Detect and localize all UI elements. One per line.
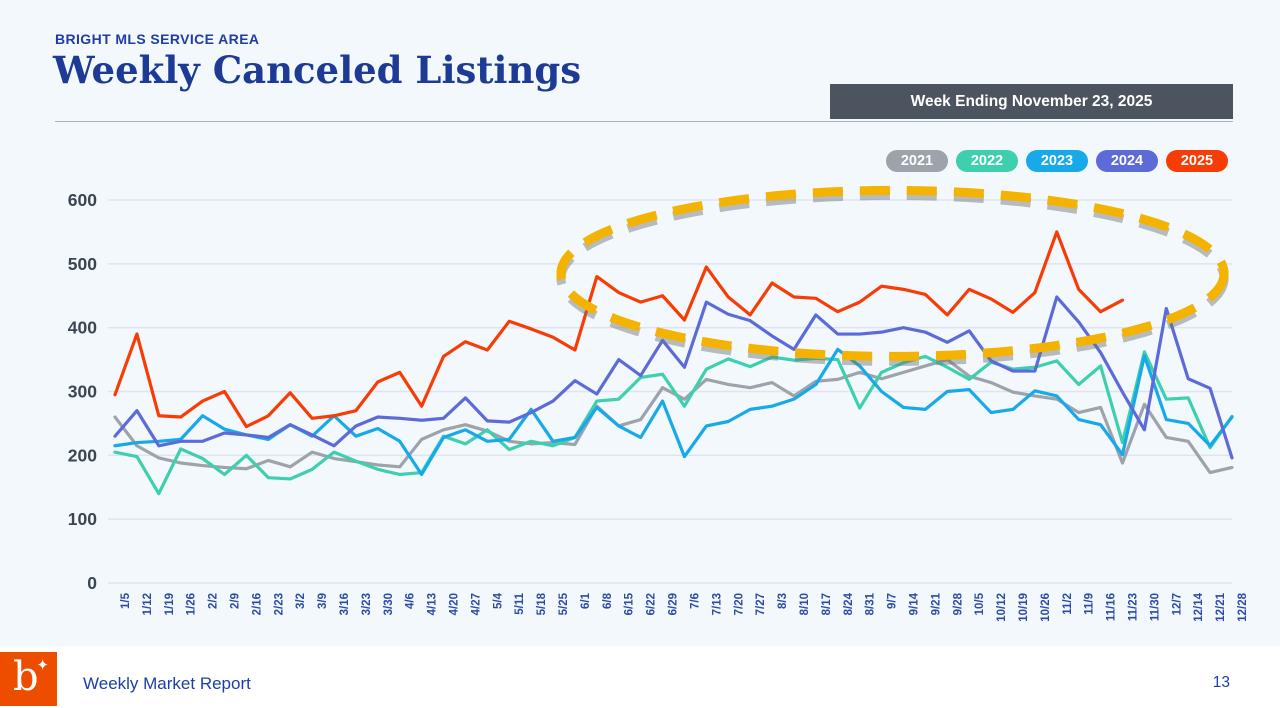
y-tick-label: 100 xyxy=(68,509,97,529)
x-tick-label: 11/23 xyxy=(1127,593,1139,621)
x-tick-label: 5/18 xyxy=(536,592,548,615)
x-tick-label: 11/9 xyxy=(1084,593,1096,615)
x-tick-label: 1/5 xyxy=(120,592,132,609)
x-tick-label: 4/20 xyxy=(449,593,461,615)
x-tick-label: 9/21 xyxy=(930,592,942,615)
x-tick-label: 2/9 xyxy=(230,593,242,609)
x-tick-label: 9/28 xyxy=(952,592,964,615)
x-tick-label: 1/26 xyxy=(186,593,198,615)
x-tick-label: 7/6 xyxy=(689,593,701,609)
x-tick-label: 6/29 xyxy=(668,593,680,615)
sparkle-icon: ✦ xyxy=(36,657,49,674)
y-tick-label: 600 xyxy=(68,190,97,210)
x-tick-label: 1/12 xyxy=(142,593,154,615)
x-tick-label: 7/13 xyxy=(711,593,723,615)
x-tick-label: 3/2 xyxy=(295,593,307,609)
x-tick-label: 6/22 xyxy=(646,593,658,615)
x-tick-label: 11/16 xyxy=(1106,593,1118,621)
series-line-2021 xyxy=(113,357,1234,475)
logo-letter: b xyxy=(13,654,39,700)
x-tick-label: 5/11 xyxy=(514,592,526,614)
x-tick-label: 10/5 xyxy=(974,592,986,615)
x-tick-label: 5/4 xyxy=(492,592,504,609)
x-tick-label: 4/6 xyxy=(405,593,417,609)
x-tick-label: 10/19 xyxy=(1018,593,1030,622)
eyebrow-label: BRIGHT MLS SERVICE AREA xyxy=(55,31,260,47)
legend-pill-2022: 2022 xyxy=(956,150,1018,172)
x-tick-label: 8/24 xyxy=(843,592,855,615)
series-line-2022 xyxy=(113,350,1234,496)
x-tick-label: 3/30 xyxy=(383,593,395,615)
report-name-label: Weekly Market Report xyxy=(83,674,251,693)
y-tick-label: 200 xyxy=(68,445,97,465)
legend-pill-2023: 2023 xyxy=(1026,150,1088,172)
x-tick-label: 6/15 xyxy=(624,592,636,615)
highlight-ellipse xyxy=(556,185,1229,361)
x-tick-label: 9/14 xyxy=(908,592,920,615)
series-line-2024 xyxy=(113,295,1234,460)
x-tick-label: 11/2 xyxy=(1062,593,1074,615)
y-tick-label: 0 xyxy=(87,573,97,593)
legend-pill-2021: 2021 xyxy=(886,150,948,172)
x-tick-label: 3/9 xyxy=(317,593,329,609)
x-tick-label: 4/27 xyxy=(470,593,482,615)
x-tick-label: 5/25 xyxy=(558,592,570,615)
x-tick-label: 10/12 xyxy=(996,593,1008,622)
x-tick-label: 7/27 xyxy=(755,593,767,615)
legend-pill-2024: 2024 xyxy=(1096,150,1158,172)
y-tick-label: 500 xyxy=(68,254,97,274)
x-tick-label: 3/23 xyxy=(361,593,373,615)
x-tick-label: 10/26 xyxy=(1040,593,1052,622)
page-title: Weekly Canceled Listings xyxy=(53,48,582,92)
bright-mls-logo: b ✦ xyxy=(0,652,57,706)
x-tick-label: 12/14 xyxy=(1193,592,1205,621)
x-tick-label: 2/16 xyxy=(251,593,263,615)
y-tick-label: 300 xyxy=(68,382,97,402)
x-tick-label: 12/7 xyxy=(1171,593,1183,615)
x-tick-label: 8/31 xyxy=(865,592,877,615)
legend-pill-2025: 2025 xyxy=(1166,150,1228,172)
x-tick-label: 2/23 xyxy=(273,593,285,615)
footer: b ✦ Weekly Market Report 13 xyxy=(0,646,1280,708)
x-tick-label: 6/1 xyxy=(580,592,592,609)
line-chart: 0 100 200 300 400 500 600 1/5 1/12 1/19 1/26 2/2 2/9… xyxy=(40,180,1280,640)
x-tick-label: 9/7 xyxy=(887,593,899,609)
x-tick-label: 8/17 xyxy=(821,593,833,615)
series-line-2025 xyxy=(113,230,1125,429)
y-tick-label: 400 xyxy=(68,318,97,338)
title-divider xyxy=(55,121,1233,122)
x-tick-label: 4/13 xyxy=(427,593,439,615)
x-tick-label: 3/16 xyxy=(339,593,351,615)
x-tick-label: 1/19 xyxy=(164,593,176,615)
x-tick-label: 7/20 xyxy=(733,593,745,615)
x-tick-label: 2/2 xyxy=(208,593,220,609)
x-tick-label: 12/28 xyxy=(1237,592,1249,621)
x-tick-label: 8/10 xyxy=(799,593,811,615)
chart-canvas: 0 100 200 300 400 500 600 1/5 1/12 1/19 1/26 2/2 2/9… xyxy=(68,185,1249,622)
x-tick-label: 11/30 xyxy=(1149,593,1161,621)
x-tick-label: 12/21 xyxy=(1215,592,1227,621)
x-tick-label: 8/3 xyxy=(777,593,789,609)
page-number: 13 xyxy=(1212,674,1230,691)
chart-legend: 2021 2022 2023 2024 2025 xyxy=(886,150,1228,172)
week-ending-badge: Week Ending November 23, 2025 xyxy=(830,84,1233,119)
x-tick-label: 6/8 xyxy=(602,592,614,609)
